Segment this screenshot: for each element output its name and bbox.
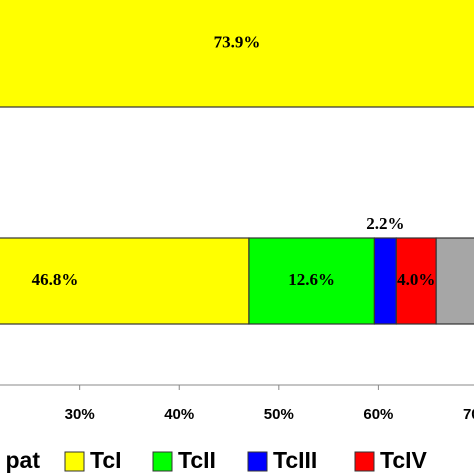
value-label: 4.0%: [397, 270, 435, 289]
bar-segment: [373, 237, 397, 325]
x-tick-label: 70%: [463, 406, 474, 423]
legend-swatch: [152, 451, 173, 472]
bar-segment: [435, 237, 474, 325]
legend-label: TcI: [90, 447, 122, 473]
value-label: 73.9%: [214, 32, 261, 51]
x-tick-label: 30%: [65, 406, 95, 423]
legend-label: TcIV: [380, 447, 428, 473]
value-label: 12.6%: [288, 270, 335, 289]
bar-segment: [0, 0, 474, 108]
bar-segment: [395, 237, 437, 325]
legend-label: TcIII: [273, 447, 317, 473]
bar-segment: [0, 237, 250, 325]
value-label: 2.2%: [366, 214, 404, 233]
x-tick-label: 40%: [164, 406, 194, 423]
legend-label: pat: [6, 447, 41, 473]
legend-label: TcII: [178, 447, 216, 473]
x-tick-label: 50%: [264, 406, 294, 423]
legend-swatch: [64, 451, 85, 472]
legend-swatch: [354, 451, 375, 472]
x-tick-label: 60%: [363, 406, 393, 423]
legend-swatch: [247, 451, 268, 472]
value-label: 46.8%: [32, 270, 79, 289]
